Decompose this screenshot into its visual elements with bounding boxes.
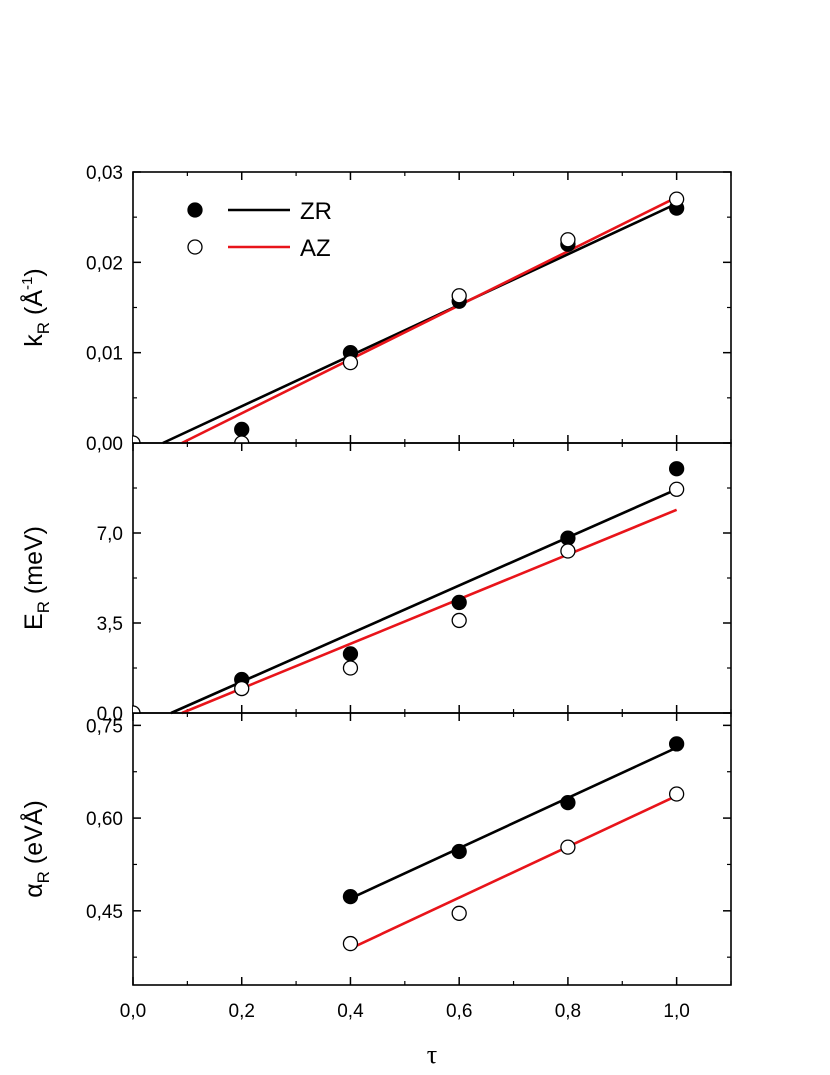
panel-0: 0,00 0,01 0,02 0,03 kR (Å-1) (18, 163, 732, 455)
data-point-az (560, 543, 576, 559)
y-axis-label-main: α (20, 883, 48, 897)
x-tick-label: 1,0 (663, 1001, 689, 1022)
data-point-az (560, 839, 576, 855)
data-point-az (451, 905, 467, 921)
legend-label-az: AZ (300, 235, 331, 262)
panel-frame (132, 712, 732, 986)
panel-frame (132, 171, 732, 444)
x-tick-label: 0,4 (337, 1001, 364, 1022)
data-point-az (133, 705, 141, 713)
data-point-zr (342, 888, 359, 905)
data-point-az (234, 435, 250, 443)
data-point-az (560, 232, 576, 248)
points-group (342, 736, 685, 952)
data-point-zr (234, 421, 250, 438)
y-tick-label: 0,75 (86, 716, 123, 737)
y-tick-label: 0,45 (86, 902, 123, 923)
panel-1: 0,0 3,5 7,0 ER (meV) (20, 442, 732, 725)
data-point-az (234, 680, 250, 697)
y-tick-label: 0,02 (86, 253, 123, 274)
y-tick-label: 3,5 (97, 614, 123, 635)
data-point-az (668, 191, 685, 207)
y-axis-label-sub: R (34, 322, 53, 334)
fit-line-az (349, 794, 678, 950)
legend: ZR AZ (187, 198, 332, 262)
y-tick-label: 7,0 (97, 524, 123, 545)
y-axis-label-main: E (20, 613, 48, 630)
data-point-zr (451, 843, 467, 860)
y-axis-label-unit: (Å (18, 290, 48, 322)
data-point-az (668, 481, 685, 497)
panel-2: 0,45 0,60 0,75 αR (eVÅ) (18, 712, 732, 986)
fit-line-zr (170, 488, 678, 715)
fit-line-zr (349, 746, 678, 900)
y-axis-label-unit: (meV) (20, 526, 48, 601)
y-tick-label: 0,00 (86, 434, 123, 455)
panel-frame (132, 442, 732, 714)
x-tick-label: 0,2 (229, 1001, 255, 1022)
data-point-zr (451, 594, 467, 611)
fit-line-az (181, 508, 678, 715)
fit-line-zr (162, 202, 678, 445)
data-point-zr (342, 646, 359, 662)
data-point-az (133, 435, 141, 443)
y-axis-label-sub: R (34, 871, 53, 883)
data-point-zr (668, 736, 685, 752)
y-axis-label-sup: -1 (19, 277, 36, 290)
y-tick-label: 0,03 (86, 163, 123, 184)
y-tick-label: 0,01 (86, 344, 123, 365)
y-axis-label-sub: R (34, 601, 53, 613)
data-point-zr (560, 530, 576, 546)
legend-marker-az (187, 239, 203, 255)
y-axis-label: kR (Å-1) (18, 268, 53, 346)
y-tick-label: 0,0 (97, 704, 123, 725)
data-point-az (451, 612, 467, 629)
y-axis-label: ER (meV) (20, 526, 53, 630)
data-point-zr (668, 461, 685, 477)
y-axis-label-close: ) (20, 268, 48, 276)
points-group (133, 191, 685, 443)
data-point-az (668, 786, 685, 802)
legend-label-zr: ZR (300, 198, 332, 225)
data-point-az (342, 354, 359, 371)
x-tick-label: 0,8 (555, 1001, 581, 1022)
data-point-az (451, 288, 467, 304)
legend-marker-zr (187, 202, 203, 218)
y-axis-label-main: k (20, 334, 48, 347)
y-axis-label: αR (eVÅ) (18, 800, 53, 898)
fit-line-az (181, 196, 678, 445)
x-axis-label: τ (427, 1040, 437, 1069)
x-tick-label: 0,0 (120, 1001, 146, 1022)
points-group (133, 461, 685, 713)
data-point-az (342, 935, 359, 952)
y-axis-label-unit: (eVÅ) (18, 800, 48, 871)
data-point-az (342, 660, 359, 676)
x-tick-label: 0,6 (446, 1001, 472, 1022)
data-point-zr (560, 794, 576, 811)
y-tick-label: 0,60 (86, 809, 123, 830)
